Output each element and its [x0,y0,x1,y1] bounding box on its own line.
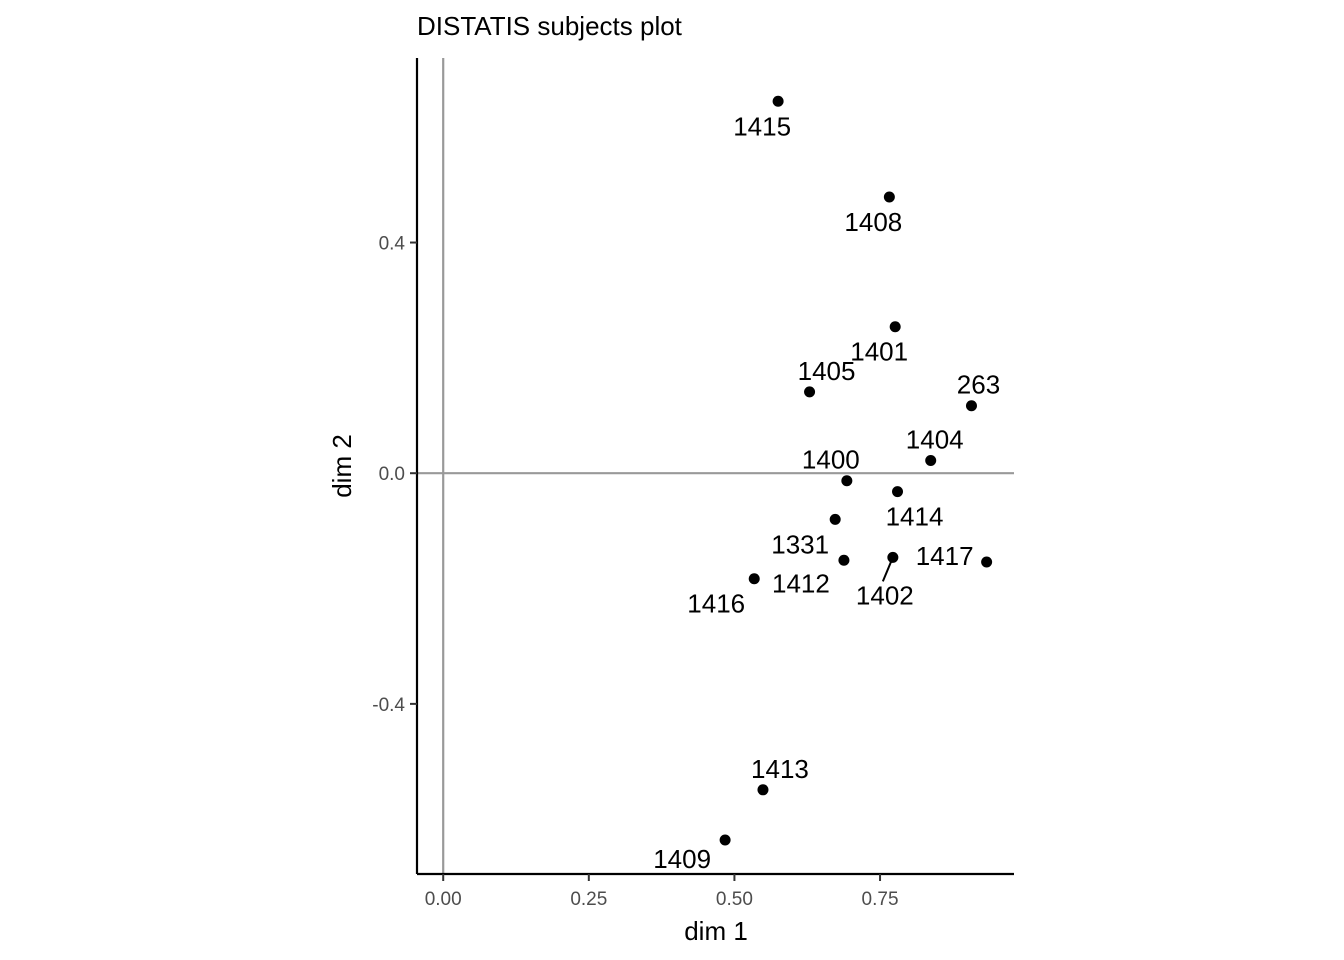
y-axis-title: dim 2 [327,434,357,498]
data-point-1409 [719,834,731,846]
data-point-1416 [748,573,760,585]
point-label-1408: 1408 [844,207,902,237]
x-tick-label-0: 0.00 [425,889,462,910]
data-point-1408 [883,191,895,203]
leader-line-1402 [881,557,894,582]
point-label-1413: 1413 [751,754,809,784]
axes [415,58,1014,876]
data-point-1331 [829,513,841,525]
x-axis-title: dim 1 [684,916,748,946]
chart-title: DISTATIS subjects plot [417,11,683,41]
data-point-1417 [981,556,993,568]
point-label-1414: 1414 [886,502,944,532]
point-label-263: 263 [957,370,1000,400]
y-tick-label-0: -0.4 [372,695,405,716]
y-tick-label-1: 0.0 [379,464,405,485]
data-point-263 [965,400,977,412]
data-point-1414 [892,486,904,498]
point-label-1402: 1402 [856,580,914,610]
data-point-1413 [757,784,769,796]
point-label-1401: 1401 [850,337,908,367]
point-label-1412: 1412 [772,568,830,598]
x-tick-label-2: 0.50 [716,889,753,910]
x-tick-label-1: 0.25 [570,889,607,910]
data-point-1404 [925,455,937,467]
point-label-1415: 1415 [733,111,791,141]
data-point-1400 [841,475,853,487]
point-label-1405: 1405 [798,356,856,386]
point-label-1417: 1417 [916,541,974,571]
point-label-1400: 1400 [802,445,860,475]
data-point-1412 [838,554,850,566]
point-label-1416: 1416 [687,589,745,619]
y-tick-label-2: 0.4 [379,234,406,255]
reference-lines [417,58,1014,874]
data-points [719,95,993,846]
point-label-1331: 1331 [771,529,829,559]
data-point-1415 [772,95,784,107]
x-tick-label-3: 0.75 [862,889,899,910]
x-axis-ticks: 0.00 0.25 0.50 0.75 [425,874,899,910]
data-point-1401 [889,321,901,333]
data-point-1405 [804,386,816,398]
point-label-1404: 1404 [906,425,964,455]
point-label-1409: 1409 [653,844,711,874]
y-axis-ticks: -0.4 0.0 0.4 [372,234,417,716]
